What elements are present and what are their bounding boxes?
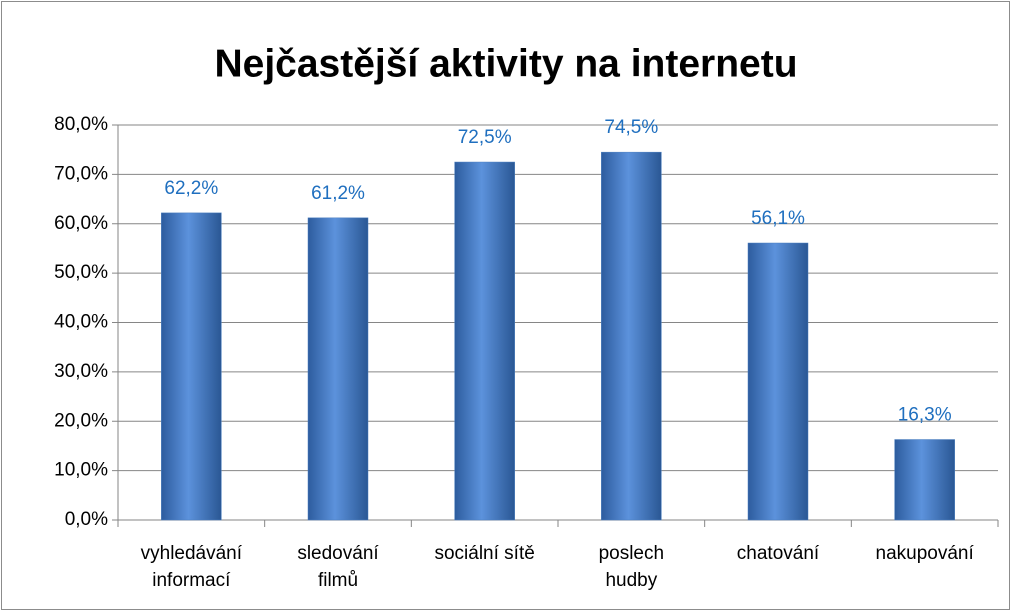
x-tick-label: sledování filmů: [297, 543, 379, 591]
data-label: 16,3%: [898, 405, 952, 426]
data-label: 62,2%: [164, 178, 218, 199]
y-tick-label: 10,0%: [54, 460, 108, 481]
y-tick-label: 80,0%: [54, 114, 108, 135]
bar: [601, 151, 662, 521]
y-tick-label: 20,0%: [54, 410, 108, 431]
bar: [894, 439, 955, 521]
data-label: 72,5%: [458, 127, 512, 148]
x-tick-label: sociální sítě: [434, 543, 535, 564]
bar: [161, 212, 222, 521]
y-tick-label: 0,0%: [65, 509, 108, 530]
y-tick-label: 60,0%: [54, 213, 108, 234]
x-tick-label: poslech hudby: [598, 543, 665, 591]
x-tick-label: nakupování: [875, 543, 974, 564]
bar: [454, 161, 515, 521]
y-tick-label: 30,0%: [54, 361, 108, 382]
y-tick-label: 40,0%: [54, 312, 108, 333]
data-label: 56,1%: [751, 208, 805, 229]
data-label: 61,2%: [311, 183, 365, 204]
x-tick-label: vyhledávání informací: [140, 543, 243, 591]
bar: [747, 242, 809, 521]
data-label: 74,5%: [604, 117, 658, 138]
x-tick-label: chatování: [736, 543, 820, 564]
y-tick-label: 70,0%: [54, 163, 108, 184]
bar: [307, 217, 369, 521]
chart-title: Nejčastější aktivity na internetu: [214, 42, 797, 85]
y-tick-label: 50,0%: [54, 262, 108, 283]
